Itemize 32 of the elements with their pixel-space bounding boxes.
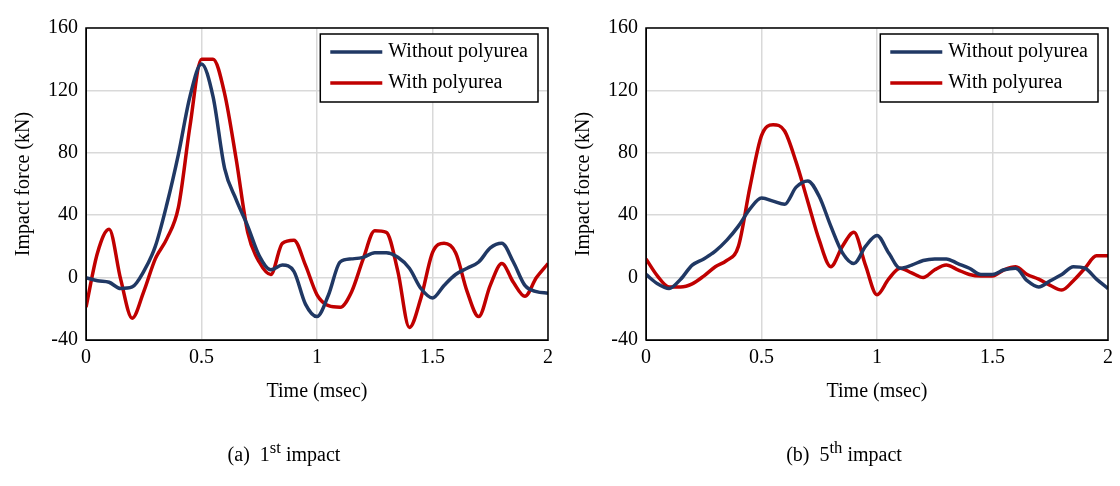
y-tick-label: 80 — [618, 140, 638, 163]
y-tick-label: 0 — [628, 264, 638, 287]
x-tick-label: 1.5 — [980, 345, 1005, 368]
y-tick-label: 80 — [58, 140, 78, 163]
y-tick-label: 120 — [608, 77, 638, 100]
legend-label: With polyurea — [948, 70, 1063, 94]
x-axis-title: Time (msec) — [826, 379, 928, 403]
x-tick-label: 1 — [872, 345, 882, 368]
y-tick-label: 0 — [68, 264, 78, 287]
line-series — [646, 179, 1108, 291]
text: (a) 1$^{st}$ impact — [227, 438, 341, 466]
y-axis-title: Impact force (kN) — [571, 111, 595, 257]
x-tick-label: 0.5 — [189, 345, 214, 368]
legend-label: With polyurea — [388, 70, 503, 94]
text: (b) 5$^{th}$ impact — [786, 438, 902, 466]
legend-label: Without polyurea — [388, 39, 529, 63]
y-tick-label: 40 — [58, 202, 78, 225]
y-tick-label: 120 — [48, 77, 78, 100]
x-axis-title: Time (msec) — [266, 379, 368, 403]
y-tick-label: 160 — [608, 15, 638, 38]
x-tick-label: 1.5 — [420, 345, 445, 368]
legend-label: Without polyurea — [948, 39, 1089, 63]
y-tick-label: -40 — [611, 327, 638, 350]
x-tick-label: 1 — [312, 345, 322, 368]
y-tick-label: 40 — [618, 202, 638, 225]
x-tick-label: 0.5 — [749, 345, 774, 368]
y-tick-label: -40 — [51, 327, 78, 350]
x-tick-label: 2 — [543, 345, 553, 368]
y-tick-label: 160 — [48, 15, 78, 38]
y-axis-title: Impact force (kN) — [11, 111, 35, 257]
x-tick-label: 2 — [1103, 345, 1113, 368]
line-series — [646, 122, 1108, 297]
